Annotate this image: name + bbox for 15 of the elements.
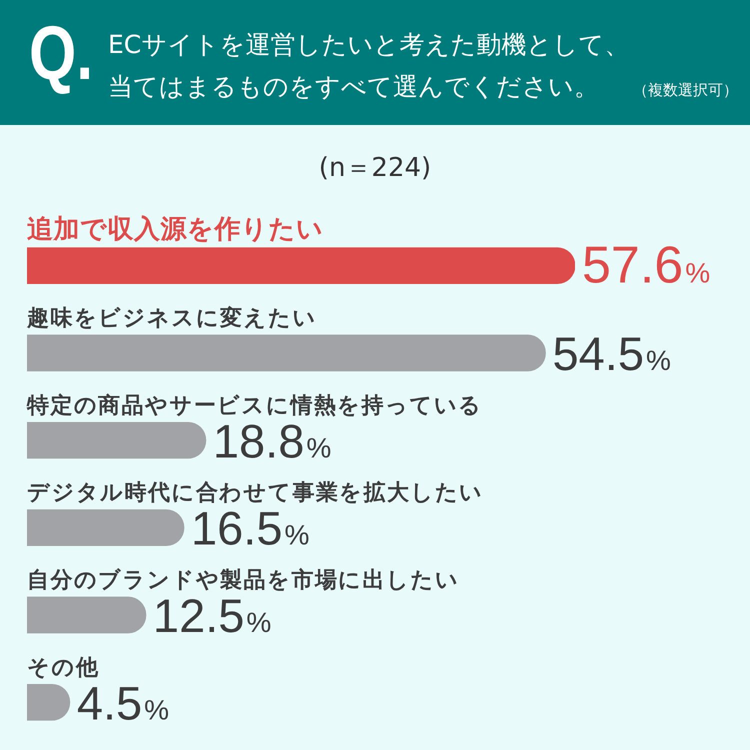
text: （複数選択可）: [633, 81, 738, 99]
bar: [27, 247, 575, 284]
bar: [27, 334, 546, 372]
text: Q.: [29, 11, 94, 96]
y-tick-label: その他: [27, 655, 100, 680]
data-label: 57.6%: [582, 236, 710, 295]
y-tick-label: 特定の商品やサービスに情熱を持っている: [26, 392, 483, 418]
bar: [27, 596, 146, 634]
bar: [27, 509, 184, 546]
chart-subtitle: (n＝224): [318, 152, 432, 183]
y-tick-label: 追加で収入源を作りたい: [27, 214, 324, 245]
chart-title: ECサイトを運営したいと考えた動機として、当てはまるものをすべて選んでください。: [108, 29, 630, 103]
data-label: 54.5%: [552, 327, 671, 380]
bar: [27, 422, 206, 459]
y-tick-label: 趣味をビジネスに変えたい: [26, 305, 317, 331]
